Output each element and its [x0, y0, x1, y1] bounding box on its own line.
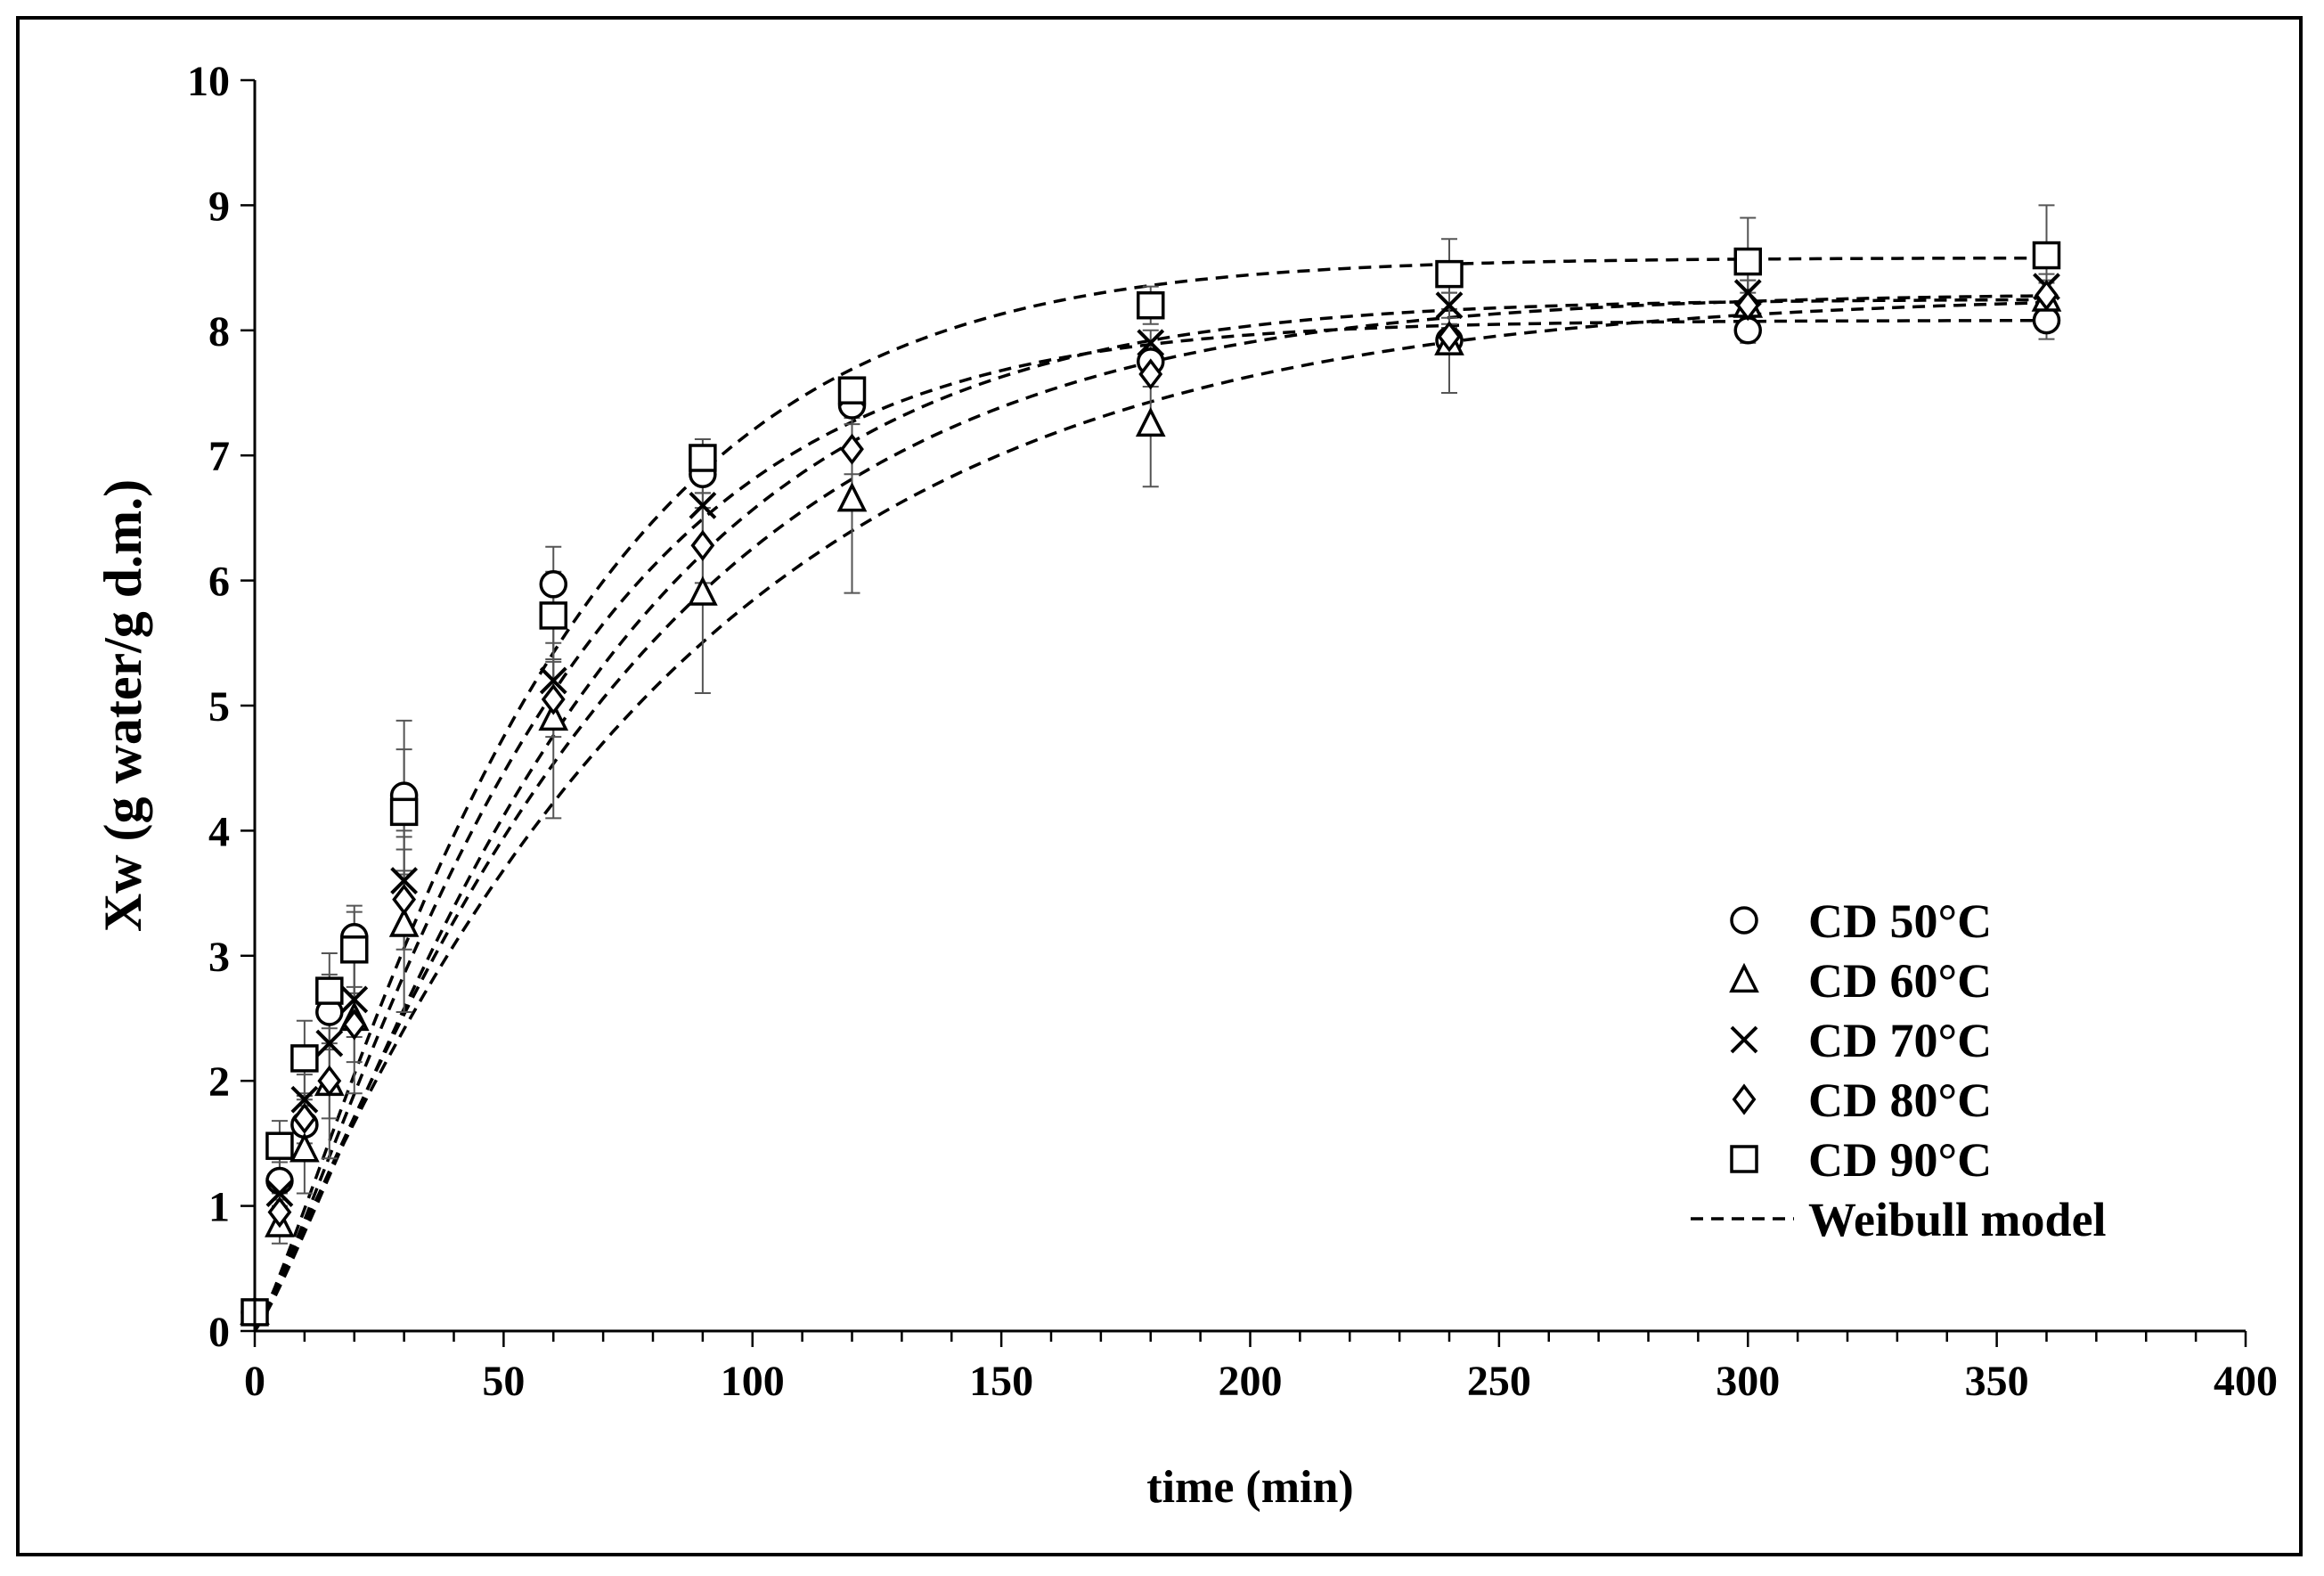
legend-marker [1729, 962, 1759, 993]
data-point [265, 1180, 294, 1207]
legend-label: CD 90°C [1808, 1133, 1992, 1187]
data-point [836, 482, 868, 512]
y-tick-label: 1 [208, 1184, 230, 1231]
x-tick-label: 0 [244, 1358, 265, 1405]
legend-marker [1730, 906, 1758, 935]
y-tick-label: 8 [208, 308, 230, 355]
data-point [340, 985, 369, 1014]
data-point [840, 433, 864, 465]
data-point [388, 907, 420, 937]
data-point [538, 700, 569, 731]
x-tick-label: 250 [1467, 1358, 1531, 1405]
legend-label: Weibull model [1808, 1193, 2107, 1246]
data-point [342, 1008, 367, 1041]
y-tick-label: 5 [208, 683, 230, 731]
legend-label: CD 70°C [1808, 1014, 1992, 1067]
x-tick-label: 200 [1219, 1358, 1283, 1405]
data-point [1137, 290, 1165, 320]
data-point [539, 601, 567, 630]
data-point [289, 1132, 320, 1163]
x-tick-label: 400 [2214, 1358, 2278, 1405]
data-point [689, 491, 717, 519]
y-axis-title: Xw (g water/g d.m.) [94, 479, 152, 932]
legend-marker [1730, 1145, 1758, 1173]
data-point [1137, 329, 1165, 357]
y-tick-label: 4 [208, 808, 230, 855]
data-point [1435, 291, 1464, 320]
data-point [837, 376, 867, 404]
data-point [340, 935, 369, 964]
data-point [315, 976, 344, 1005]
data-point [690, 529, 715, 561]
data-point [1733, 247, 1762, 276]
y-tick-label: 7 [208, 433, 230, 480]
x-tick-label: 150 [969, 1358, 1033, 1405]
x-axis-title: time (min) [1146, 1462, 1353, 1513]
data-point [290, 1044, 319, 1073]
y-tick-label: 3 [208, 934, 230, 981]
data-point [539, 570, 567, 599]
y-tick-label: 9 [208, 183, 230, 230]
x-tick-label: 300 [1716, 1358, 1780, 1405]
data-point [267, 1196, 292, 1229]
data-point [290, 1085, 319, 1114]
x-tick-label: 100 [721, 1358, 785, 1405]
y-tick-label: 0 [208, 1309, 230, 1356]
data-point [1138, 358, 1163, 390]
data-point [265, 1131, 294, 1160]
data-point [390, 867, 419, 894]
legend-label: CD 60°C [1808, 954, 1992, 1008]
legend-label: CD 50°C [1808, 894, 1992, 948]
data-point [541, 683, 566, 715]
data-point [2032, 241, 2061, 270]
data-point [292, 1102, 317, 1134]
data-point [317, 1065, 342, 1097]
data-point [1435, 259, 1464, 289]
legend-marker [1730, 1025, 1758, 1054]
y-tick-label: 2 [208, 1058, 230, 1106]
legend-label: CD 80°C [1808, 1074, 1992, 1127]
data-point [389, 797, 419, 827]
x-tick-label: 350 [1965, 1358, 2029, 1405]
data-point [1735, 290, 1760, 322]
y-tick-label: 6 [208, 559, 230, 606]
data-point [1733, 316, 1762, 345]
y-tick-label: 10 [187, 58, 230, 105]
data-point [1437, 321, 1462, 353]
data-point [688, 576, 718, 606]
x-tick-label: 50 [482, 1358, 525, 1405]
data-point [392, 884, 417, 916]
data-point [265, 1166, 294, 1196]
data-point [2035, 279, 2059, 312]
data-point [689, 444, 717, 472]
data-point [539, 666, 567, 695]
data-point [315, 1029, 344, 1057]
data-point [1135, 406, 1166, 437]
legend-marker [1732, 1083, 1757, 1115]
